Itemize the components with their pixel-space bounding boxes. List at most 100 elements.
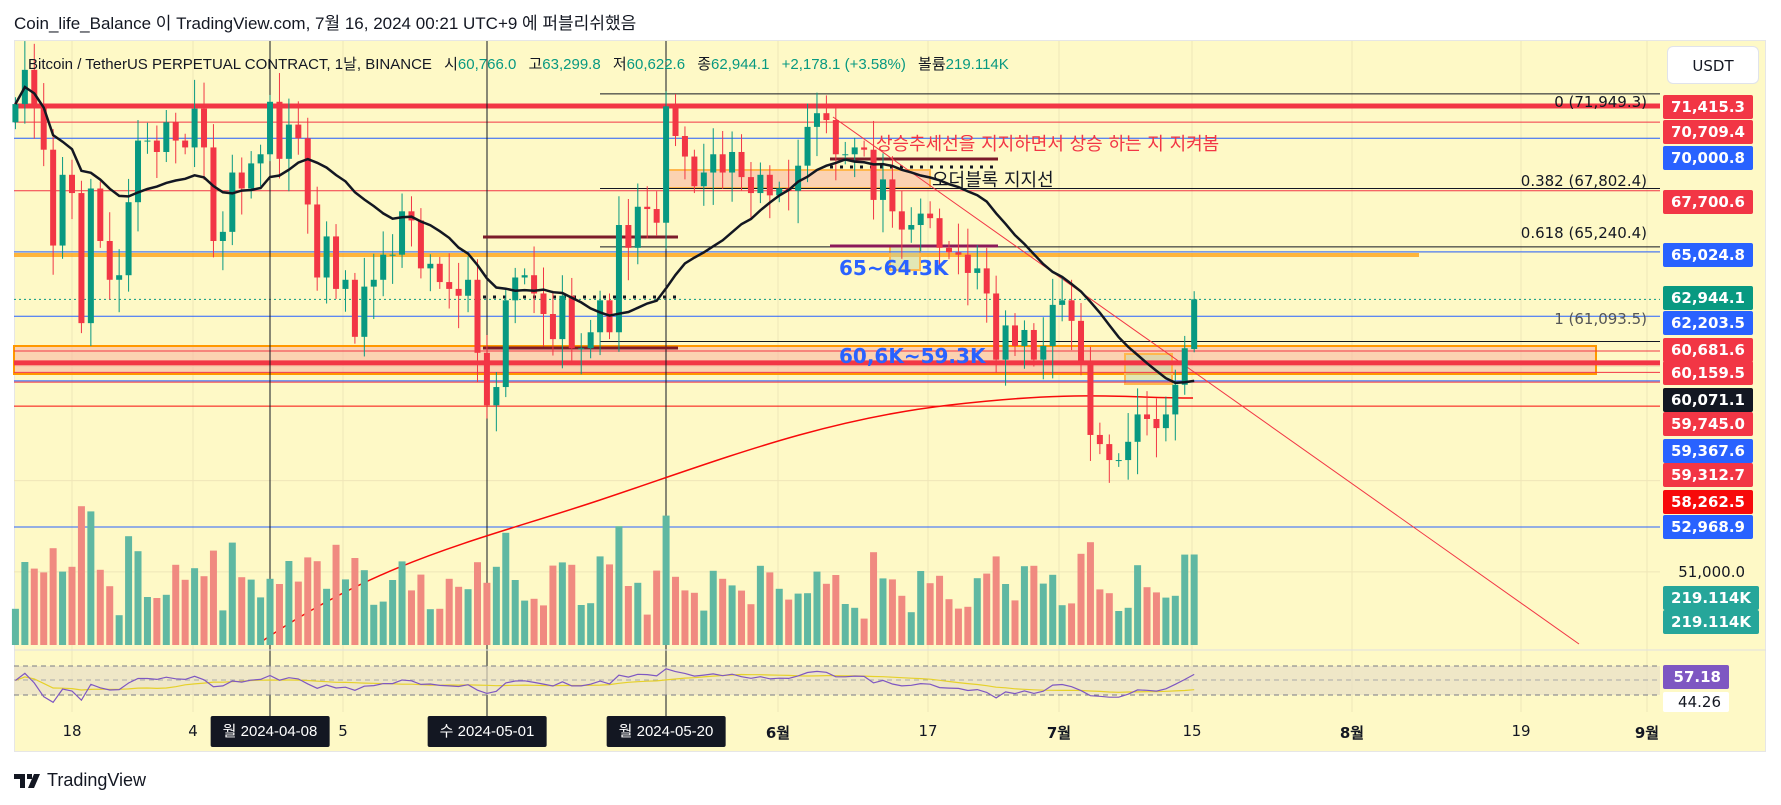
tick-jul: 7월	[1046, 724, 1072, 742]
volume-bar	[785, 599, 793, 645]
volume-bar	[1152, 592, 1160, 645]
volume-bar	[917, 571, 925, 645]
volume-bar	[511, 580, 519, 645]
candle-body	[493, 387, 500, 406]
volume-bar	[653, 570, 661, 645]
volume-bar	[143, 597, 151, 645]
candle-body	[889, 179, 896, 212]
support-zone-upper	[14, 253, 1419, 257]
volume-bar	[756, 565, 764, 645]
candle-body	[219, 231, 226, 241]
publish-title: Coin_life_Balance 이 TradingView.com, 7월 …	[14, 14, 637, 33]
volume-bar	[1020, 566, 1028, 645]
candle-body	[483, 352, 490, 406]
volume-bar	[473, 562, 481, 645]
candle-body	[672, 106, 679, 137]
rsi-ma-line	[15, 673, 1195, 693]
price-label: 60,159.5	[1663, 361, 1753, 385]
candle-body	[738, 151, 745, 178]
volume-bar	[502, 532, 510, 645]
volume-bar	[77, 506, 85, 645]
tick-18: 18	[62, 722, 82, 740]
volume-bar	[860, 618, 868, 645]
volume-bar	[351, 558, 359, 645]
tradingview-logo[interactable]: TradingView	[14, 770, 146, 791]
candle-body	[870, 149, 877, 200]
symbol-legend: Bitcoin / TetherUS PERPETUAL CONTRACT, 1…	[28, 56, 1009, 73]
candle-body	[153, 140, 160, 152]
volume-bar	[558, 562, 566, 645]
highlight-box	[1124, 353, 1173, 385]
tick-sep: 9월	[1634, 724, 1660, 742]
candle-body	[1106, 444, 1113, 461]
volume-bar	[455, 586, 463, 645]
candle-body	[201, 108, 208, 148]
volume-bar	[1181, 554, 1189, 645]
price-label: 59,312.7	[1663, 463, 1753, 487]
candle-body	[417, 220, 424, 269]
volume-bar	[172, 564, 180, 645]
candle-body	[1030, 329, 1037, 360]
candle-body	[1181, 348, 1188, 385]
candle-body	[615, 225, 622, 333]
volume-bar	[709, 570, 717, 645]
candle-body	[729, 151, 736, 173]
volume-bar	[106, 586, 114, 645]
candle-body	[474, 279, 481, 353]
symbol-name: Bitcoin / TetherUS PERPETUAL CONTRACT, 1…	[28, 56, 432, 73]
volume-bar	[417, 574, 425, 645]
candle-body	[512, 277, 519, 301]
volume-bar	[983, 573, 991, 645]
price-label: 65,024.8	[1663, 243, 1753, 267]
candle-body	[927, 213, 934, 219]
price-label: 62,203.5	[1663, 311, 1753, 335]
volume-bar	[87, 511, 95, 645]
volume-bar	[1162, 597, 1170, 645]
candle-body	[106, 240, 113, 280]
volume-bar	[577, 605, 585, 645]
candle-body	[936, 218, 943, 248]
candle-body	[248, 163, 255, 189]
volume-bar	[738, 590, 746, 645]
volume-bar	[200, 576, 208, 645]
volume-bars	[11, 506, 1198, 645]
candle-body	[342, 279, 349, 289]
volume-bar	[879, 578, 887, 645]
volume-bar	[247, 579, 255, 645]
candle-body	[842, 154, 849, 156]
volume-bar	[181, 579, 189, 645]
volume-bar	[662, 515, 670, 645]
candle-body	[295, 124, 302, 139]
volume-bar	[285, 561, 293, 645]
volume-bar	[700, 610, 708, 645]
volume-bar	[681, 590, 689, 645]
currency-button[interactable]: USDT	[1667, 46, 1759, 84]
price-label: 52,968.9	[1663, 515, 1753, 539]
rsi-ma-label: 44.26	[1663, 692, 1729, 712]
tradingview-logo-icon	[14, 773, 40, 788]
candle-body	[238, 172, 245, 189]
volume-bar	[1039, 583, 1047, 645]
candle-body	[578, 348, 585, 350]
volume-bar	[1068, 603, 1076, 645]
volume-bar	[615, 526, 623, 645]
candle-body	[427, 263, 434, 269]
candle-body	[1002, 325, 1009, 360]
candles	[12, 41, 1198, 483]
price-label: 58,262.5	[1663, 490, 1753, 514]
candle-body	[681, 136, 688, 157]
candle-body	[1096, 434, 1103, 445]
volume-bar	[936, 575, 944, 645]
volume-bar	[30, 568, 38, 645]
candle-body	[257, 154, 264, 164]
volume-bar	[134, 551, 142, 645]
candle-body	[1059, 300, 1066, 305]
zones	[13, 169, 1597, 385]
volume-bar	[1124, 607, 1132, 645]
volume-bar	[1134, 565, 1142, 645]
candle-body	[267, 101, 274, 155]
volume-bar	[436, 608, 444, 645]
volume-bar	[266, 578, 274, 645]
date-pill-0408: 월 2024-04-08	[210, 716, 330, 747]
